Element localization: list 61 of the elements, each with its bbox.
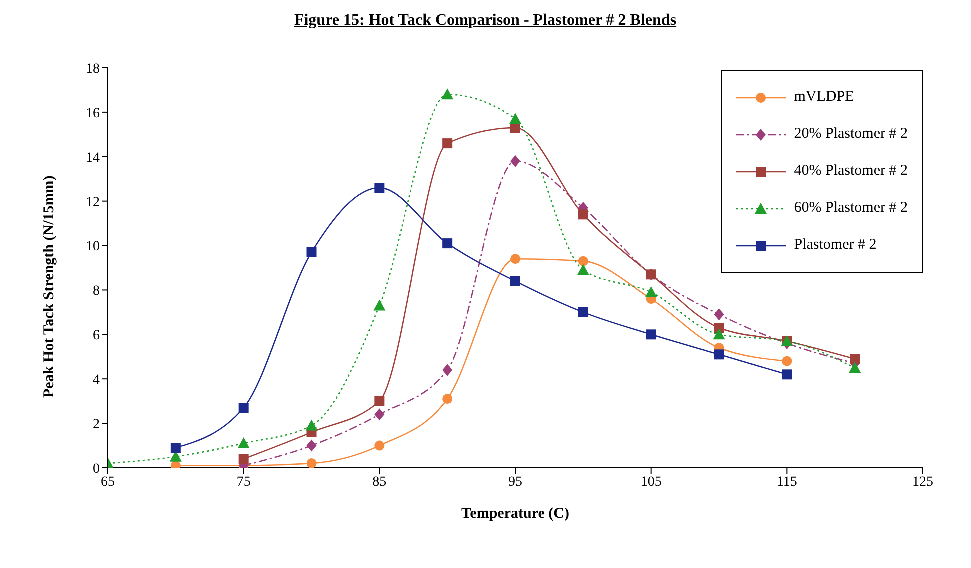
point xyxy=(510,155,520,168)
point xyxy=(442,238,453,249)
x-axis-title: Temperature (C) xyxy=(462,506,570,522)
point xyxy=(510,113,522,124)
point xyxy=(238,438,250,449)
point xyxy=(510,123,520,133)
point xyxy=(577,264,590,276)
point xyxy=(374,440,385,451)
legend-label: 40% Plastomer # 2 xyxy=(794,163,908,180)
x-tick-label: 65 xyxy=(101,474,115,490)
point xyxy=(646,330,656,340)
point xyxy=(510,254,520,264)
x-tick-label: 115 xyxy=(776,474,798,490)
x-tick-label: 125 xyxy=(912,474,934,490)
point xyxy=(442,88,454,100)
point xyxy=(442,364,453,376)
point xyxy=(306,247,317,258)
y-tick-label: 0 xyxy=(93,462,100,477)
point xyxy=(714,350,724,360)
point xyxy=(849,362,862,373)
point xyxy=(306,440,317,452)
legend-label: mVLDPE xyxy=(794,89,854,106)
y-tick-label: 2 xyxy=(93,418,100,433)
y-tick-label: 4 xyxy=(93,373,100,388)
x-tick-label: 95 xyxy=(508,474,522,490)
y-tick-label: 12 xyxy=(86,195,100,210)
point xyxy=(782,370,792,380)
point xyxy=(306,420,318,431)
y-tick-label: 16 xyxy=(86,106,100,122)
chart-title: Figure 15: Hot Tack Comparison - Plastomer # 2 Blends xyxy=(293,12,678,30)
point xyxy=(374,183,385,193)
legend-label: Plastomer # 2 xyxy=(794,237,877,254)
y-tick-label: 6 xyxy=(93,328,100,344)
point xyxy=(238,403,249,413)
point xyxy=(645,286,658,298)
point xyxy=(578,307,588,318)
x-tick-label: 85 xyxy=(372,474,387,490)
point xyxy=(578,210,588,220)
point xyxy=(374,300,386,311)
point xyxy=(442,138,453,149)
point xyxy=(782,356,792,366)
point xyxy=(306,458,317,468)
point xyxy=(578,256,588,266)
y-tick-label: 8 xyxy=(93,284,100,300)
point xyxy=(510,276,520,286)
y-tick-label: 14 xyxy=(86,150,100,166)
point xyxy=(850,354,860,364)
point xyxy=(714,308,724,321)
point xyxy=(238,454,249,464)
y-axis-title: Peak Hot Tack Strength (N/15mm) xyxy=(41,176,58,398)
legend-label: 20% Plastomer # 2 xyxy=(794,126,908,143)
point xyxy=(374,408,385,421)
point xyxy=(170,443,181,453)
legend-label: 60% Plastomer # 2 xyxy=(794,200,908,217)
point xyxy=(713,328,726,340)
x-tick-label: 105 xyxy=(640,474,662,490)
point xyxy=(442,394,453,404)
x-tick-label: 75 xyxy=(236,474,251,490)
y-tick-label: 10 xyxy=(86,240,100,255)
y-tick-label: 18 xyxy=(86,62,100,77)
point xyxy=(374,396,385,406)
